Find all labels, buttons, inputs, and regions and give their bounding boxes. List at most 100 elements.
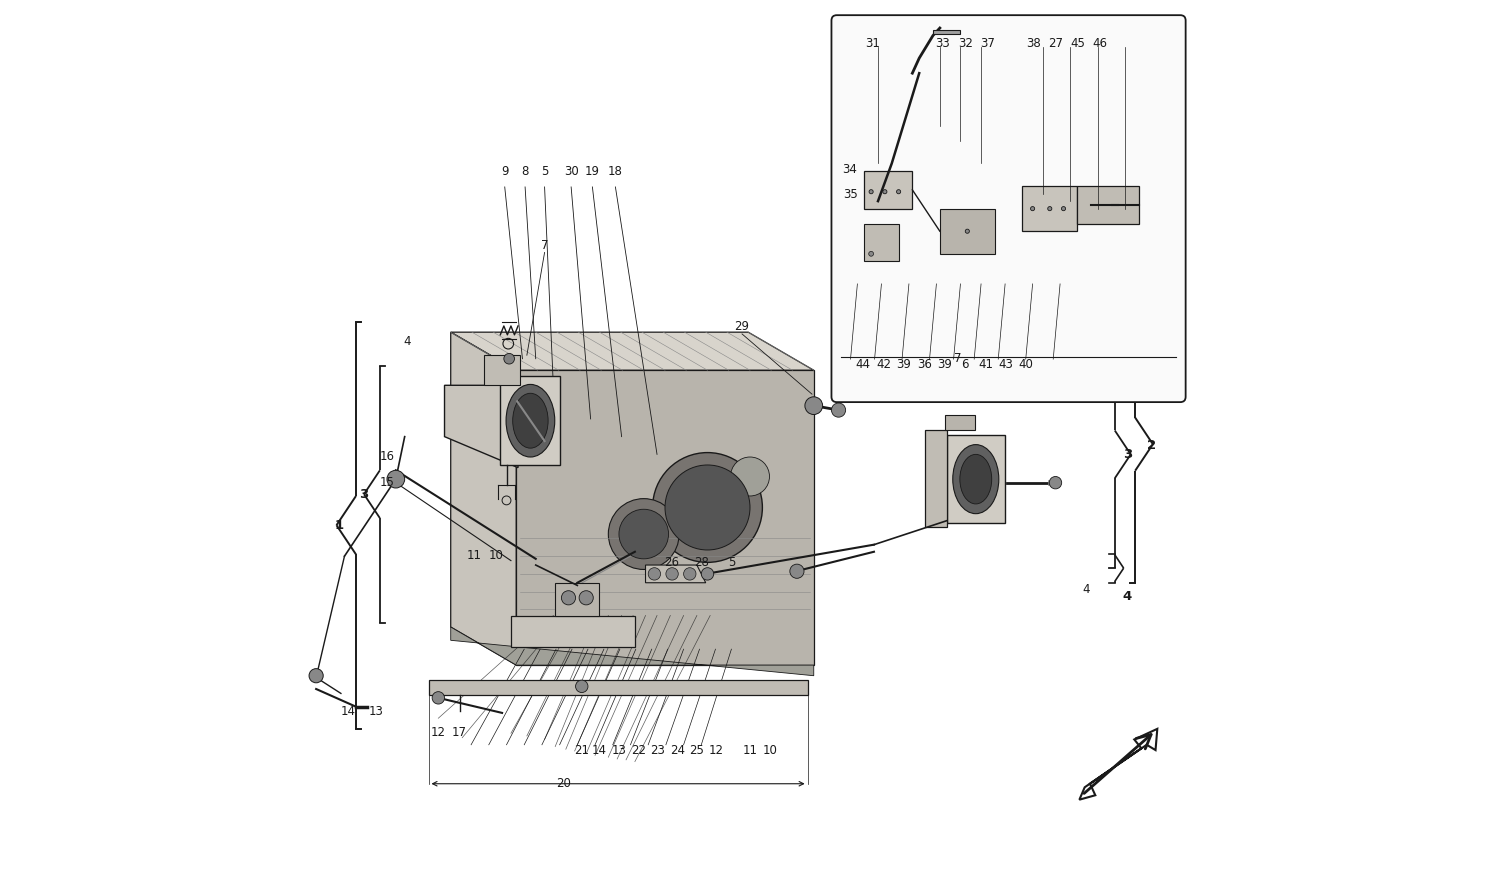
Text: 16: 16 — [380, 450, 394, 462]
Circle shape — [432, 691, 444, 704]
Text: 22: 22 — [632, 745, 646, 757]
Text: 9: 9 — [501, 165, 509, 177]
Polygon shape — [429, 680, 807, 695]
Circle shape — [652, 453, 762, 562]
Circle shape — [609, 499, 680, 569]
Text: 41: 41 — [978, 358, 993, 372]
Text: 5: 5 — [542, 165, 549, 177]
Text: 10: 10 — [764, 745, 778, 757]
Circle shape — [868, 251, 873, 257]
Text: 6: 6 — [962, 358, 969, 372]
Circle shape — [1050, 477, 1062, 489]
Polygon shape — [946, 435, 1005, 523]
Circle shape — [702, 568, 714, 580]
Text: 3: 3 — [1122, 448, 1132, 461]
Text: 35: 35 — [843, 187, 858, 200]
Text: 10: 10 — [489, 549, 504, 562]
Circle shape — [387, 470, 405, 488]
Circle shape — [897, 190, 900, 193]
Polygon shape — [940, 208, 994, 254]
Ellipse shape — [960, 454, 992, 504]
Text: 38: 38 — [1026, 37, 1041, 50]
Text: —: — — [999, 365, 1010, 375]
Text: 39: 39 — [897, 358, 912, 372]
Text: 37: 37 — [980, 37, 994, 50]
Text: 24: 24 — [670, 745, 686, 757]
Text: 17: 17 — [452, 726, 466, 739]
Circle shape — [648, 568, 660, 580]
Text: —: — — [864, 365, 873, 375]
Polygon shape — [1023, 186, 1077, 232]
Text: —: — — [1154, 365, 1162, 375]
Circle shape — [309, 668, 322, 683]
Polygon shape — [864, 224, 898, 261]
Text: 2: 2 — [1148, 439, 1156, 452]
Circle shape — [579, 591, 594, 605]
Text: 7: 7 — [542, 239, 549, 252]
Text: 18: 18 — [608, 165, 622, 177]
Circle shape — [730, 457, 770, 496]
Polygon shape — [450, 627, 814, 675]
Text: 20: 20 — [556, 777, 572, 790]
Text: 30: 30 — [564, 165, 579, 177]
Text: 23: 23 — [651, 745, 666, 757]
Circle shape — [1047, 207, 1052, 210]
Text: 14: 14 — [592, 745, 608, 757]
Circle shape — [1062, 207, 1065, 210]
Text: 31: 31 — [865, 37, 879, 50]
Text: 15: 15 — [380, 476, 394, 489]
Text: 11: 11 — [742, 745, 758, 757]
Text: 7: 7 — [954, 352, 962, 365]
Text: Valid for GS: Valid for GS — [1013, 365, 1082, 375]
Text: 28: 28 — [694, 556, 708, 568]
Polygon shape — [555, 583, 600, 616]
Ellipse shape — [513, 393, 548, 448]
Text: 29: 29 — [735, 321, 750, 333]
Circle shape — [806, 396, 822, 414]
Polygon shape — [484, 356, 520, 385]
Ellipse shape — [952, 445, 999, 514]
Polygon shape — [444, 385, 518, 468]
Text: 40: 40 — [1019, 358, 1034, 372]
Text: 46: 46 — [1092, 37, 1107, 50]
Polygon shape — [512, 616, 634, 648]
Polygon shape — [450, 332, 814, 371]
Text: 4: 4 — [1122, 590, 1132, 602]
Text: 13: 13 — [369, 705, 384, 717]
Text: 21: 21 — [574, 745, 590, 757]
Text: 1: 1 — [334, 519, 344, 532]
Text: 8: 8 — [522, 165, 530, 177]
Circle shape — [576, 680, 588, 692]
Text: 32: 32 — [957, 37, 972, 50]
Circle shape — [666, 568, 678, 580]
Circle shape — [790, 564, 804, 578]
Text: 36: 36 — [916, 358, 932, 372]
Text: 4: 4 — [404, 334, 411, 347]
Text: 45: 45 — [1070, 37, 1084, 50]
Circle shape — [561, 591, 576, 605]
Circle shape — [868, 190, 873, 193]
Text: 25: 25 — [690, 745, 705, 757]
Circle shape — [884, 190, 886, 193]
Polygon shape — [645, 565, 705, 583]
Text: 42: 42 — [876, 358, 891, 372]
Text: 13: 13 — [612, 745, 627, 757]
Polygon shape — [926, 429, 946, 527]
Text: 12: 12 — [710, 745, 724, 757]
Text: 33: 33 — [936, 37, 951, 50]
Polygon shape — [450, 332, 516, 665]
Circle shape — [966, 229, 969, 233]
Polygon shape — [933, 30, 960, 34]
Text: 39: 39 — [938, 358, 952, 372]
Text: Vale per GS: Vale per GS — [876, 365, 944, 375]
Polygon shape — [501, 376, 560, 465]
Text: 3: 3 — [360, 487, 369, 501]
Circle shape — [620, 510, 669, 559]
Text: 44: 44 — [856, 358, 871, 372]
Text: 27: 27 — [1048, 37, 1064, 50]
Polygon shape — [864, 171, 912, 208]
Text: 14: 14 — [340, 705, 356, 717]
Text: 26: 26 — [664, 556, 680, 568]
Text: 4: 4 — [1083, 584, 1090, 596]
Circle shape — [684, 568, 696, 580]
